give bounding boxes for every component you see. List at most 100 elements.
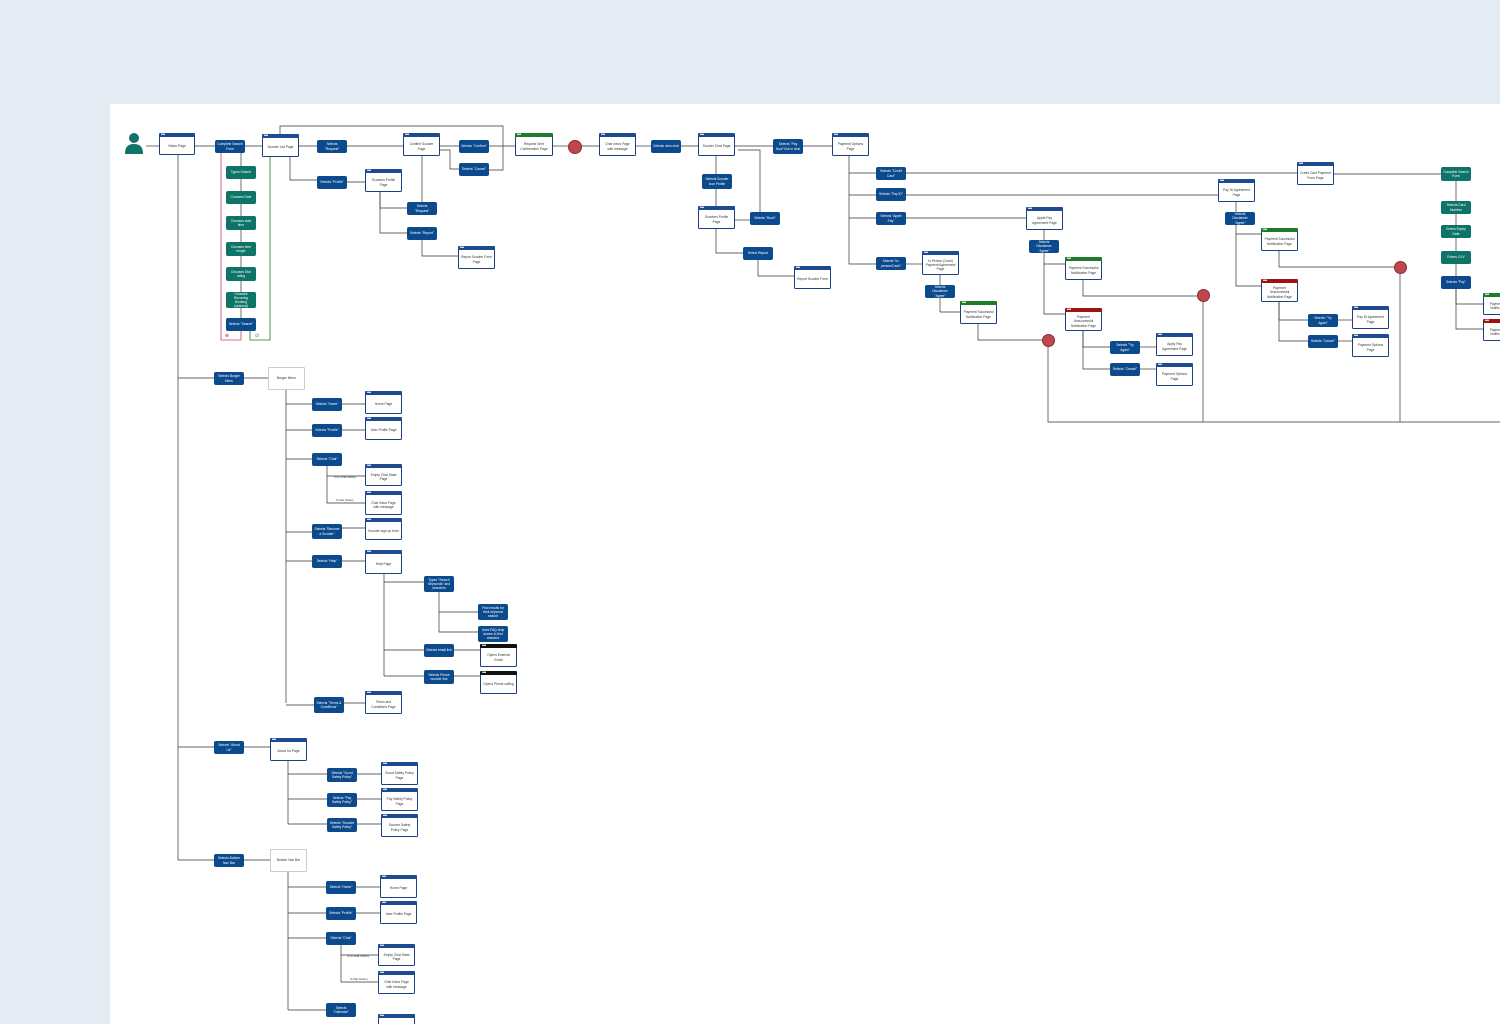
credit-card-payment-form-page[interactable]: Credit Card Payment Form Page — [1297, 161, 1334, 185]
bottom-selects-calendar[interactable]: Selects "Calendar" — [326, 1003, 356, 1017]
selects-try-again-2[interactable]: Selects "Try Again" — [1110, 341, 1140, 354]
payment-unsuccessful-page-3[interactable]: Payment Unsuccessful Notification Page — [1261, 278, 1298, 302]
selects-profile-button[interactable]: Selects "Profile" — [317, 176, 347, 189]
selects-request-button-2[interactable]: Selects "Request" — [407, 202, 437, 215]
enters-cvv[interactable]: Enters CVV — [1441, 251, 1471, 264]
report-scooter-form-page[interactable]: Report Scooter Form Page — [458, 245, 495, 269]
selects-card-number[interactable]: Selects Card Number — [1441, 201, 1471, 214]
enters-expiry-date[interactable]: Enters Expiry Date — [1441, 225, 1471, 238]
report-scooter-form[interactable]: Report Scooter Form — [794, 265, 831, 289]
selects-cancel-3[interactable]: Selects "Cancel" — [1308, 335, 1338, 348]
selects-confirm-button[interactable]: Selects "Confirm" — [459, 140, 489, 153]
burger-selects-profile[interactable]: Selects "Profile" — [312, 424, 342, 437]
about-us-page[interactable]: About Us Page — [270, 737, 307, 761]
burger-user-profile-page[interactable]: User Profile Page — [365, 416, 402, 440]
scooter-list-page[interactable]: Scooter List Page — [262, 133, 299, 157]
terms-and-conditions-page[interactable]: Terms and Conditions Page — [365, 690, 402, 714]
bottom-empty-chat-page[interactable]: Empty Chat State Page — [378, 943, 415, 966]
bottom-chat-inbox-page[interactable]: Chat Inbox Page with message — [378, 970, 415, 994]
burger-selects-chat[interactable]: Selects "Chat" — [312, 453, 342, 466]
payment-options-page[interactable]: Payment Options Page — [832, 132, 869, 156]
selects-request-button[interactable]: Selects "Request" — [317, 140, 347, 153]
complete-search-form-2[interactable]: Complete Search Form — [1441, 167, 1471, 181]
selects-pay-id[interactable]: Selects "Pay ID" — [876, 188, 906, 201]
pay-id-agreement-page[interactable]: Pay ID Agreement Page — [1218, 178, 1255, 202]
search-step-date[interactable]: Chooses Date — [226, 191, 256, 204]
scooter-safety-policy-page[interactable]: Scooter Safety Policy Page — [381, 813, 418, 837]
burger-selects-home[interactable]: Selects "Home" — [312, 398, 342, 411]
search-step-selects-search[interactable]: Selects "Search" — [226, 318, 256, 331]
selects-credit-card[interactable]: Selects "Credit Card" — [876, 167, 906, 180]
help-page[interactable]: Help Page — [365, 549, 402, 574]
selects-report-button[interactable]: Selects "Report" — [407, 227, 437, 240]
selects-about-us[interactable]: Selects "About Us" — [214, 741, 244, 754]
bottom-nav-bar-node[interactable]: Bottom Nav Bar — [270, 849, 307, 872]
selects-pay-now-link[interactable]: Selects "Pay Now" link in chat — [773, 139, 803, 154]
chat-scooters-profile-page[interactable]: Scooters Profile Page — [698, 205, 735, 229]
payment-successful-page-1[interactable]: Payment Successful Notification Page — [960, 300, 997, 324]
selects-cancel-2[interactable]: Selects "Cancel" — [1110, 363, 1140, 376]
burger-selects-help[interactable]: Selects "Help" — [312, 555, 342, 568]
selects-phone-number-link[interactable]: Selects Phone number link — [424, 670, 454, 684]
payment-unsuccessful-page-2[interactable]: Payment Unsuccessful Notification Page — [1065, 307, 1102, 331]
apple-pay-agreement-page-2[interactable]: Apply Pay Agreement Page — [1156, 332, 1193, 356]
burger-home-page[interactable]: Home Page — [365, 390, 402, 414]
search-step-suburb[interactable]: Types Suburb — [226, 166, 256, 179]
pay-id-agreement-page-2[interactable]: Pay ID Agreement Page — [1352, 305, 1389, 329]
in-person-agreement-page[interactable]: In Person (Cash) Payment Agreement Page — [922, 250, 959, 275]
selects-email-link[interactable]: Selects email link — [424, 644, 454, 657]
types-search-keywords[interactable]: Types "Search Keywords" and searches — [424, 576, 454, 592]
bottom-selects-home[interactable]: Selects "Home" — [326, 881, 356, 894]
payment-options-page-2[interactable]: Payment Options Page — [1156, 362, 1193, 386]
find-results-step[interactable]: Find results for their keyword search — [478, 604, 508, 620]
selects-try-again-3[interactable]: Selects "Try Again" — [1308, 314, 1338, 327]
payment-unsuccessful-page-edge[interactable]: Payme Notific — [1483, 318, 1500, 341]
selects-disclaimer-agree-2[interactable]: Selects Disclaimer "Agree" — [1029, 240, 1059, 253]
faq-dropdowns-step[interactable]: Uses FAQ drop downs to find answers — [478, 626, 508, 642]
burger-chat-inbox-page[interactable]: Chat Inbox Page with message — [365, 490, 402, 515]
complete-search-form-step[interactable]: Complete Search Form — [215, 140, 245, 153]
pay-safety-policy-page[interactable]: Pay Safety Policy Page — [381, 787, 418, 811]
apple-pay-agreement-page[interactable]: Apple Pay Agreement Page — [1026, 206, 1063, 230]
payment-successful-page-2[interactable]: Payment Successful Notification Page — [1065, 256, 1102, 280]
burger-menu-node[interactable]: Burger Menu — [268, 367, 305, 390]
opens-external-email[interactable]: Opens External Email — [480, 643, 517, 667]
bottom-calendar-page[interactable] — [378, 1013, 415, 1024]
burger-selects-terms[interactable]: Selects "Terms & Conditions" — [314, 697, 344, 713]
request-sent-confirmation-page[interactable]: Request Sent Confirmation Page — [515, 132, 553, 156]
selects-apple-pay[interactable]: Selects "Apple Pay" — [876, 212, 906, 225]
selects-scooter-icon-profile[interactable]: Selects Scooter Icon Profile — [702, 174, 732, 189]
selects-bottom-nav-bar[interactable]: Selects Bottom Nav Bar — [214, 854, 244, 867]
confirm-scooter-page[interactable]: Confirm Scooter Page — [403, 132, 440, 156]
bottom-selects-chat[interactable]: Selects "Chat" — [326, 932, 356, 945]
selects-disclaimer-agree-3[interactable]: Selects Disclaimer "Agree" — [1225, 212, 1255, 225]
payment-successful-page-3[interactable]: Payment Successful Notification Page — [1261, 227, 1298, 251]
chat-inbox-page[interactable]: Chat Inbox Page with message — [599, 132, 636, 156]
visitor-page[interactable]: Visitor Page — [159, 132, 195, 155]
select-report-button[interactable]: Select Report — [743, 247, 773, 260]
search-step-time-length[interactable]: Chooses time length — [226, 242, 256, 256]
scooters-profile-page[interactable]: Scooters Profile Page — [365, 168, 402, 192]
selects-pay-button[interactable]: Selects "Pay" — [1441, 276, 1471, 289]
selects-scoot-safety-policy[interactable]: Selects "Scoot Safety Policy" — [327, 768, 357, 782]
bottom-user-profile-page[interactable]: User Profile Page — [380, 900, 417, 924]
search-step-recurring[interactable]: Chooses Recurring Booking (optional) — [226, 292, 256, 308]
bottom-home-page[interactable]: Home Page — [380, 874, 417, 898]
burger-empty-chat-page[interactable]: Empty Chat State Page — [365, 463, 402, 486]
selects-view-chat-button[interactable]: Selects view chat — [651, 140, 681, 153]
bottom-selects-profile[interactable]: Selects "Profile" — [326, 907, 356, 920]
scooter-chat-page[interactable]: Scooter Chat Page — [698, 132, 735, 156]
payment-options-page-3[interactable]: Payment Options Page — [1352, 333, 1389, 357]
selects-cancel-button[interactable]: Selects "Cancel" — [459, 163, 489, 176]
selects-burger-menu[interactable]: Selects Burger Menu — [214, 372, 244, 385]
search-step-start-time[interactable]: Chooses start time — [226, 216, 256, 230]
search-step-star-rating[interactable]: Chooses Star rating — [226, 267, 256, 281]
scooter-sign-up-form[interactable]: Scooter sign up form — [365, 517, 402, 540]
payment-successful-page-edge[interactable]: Payme Notific — [1483, 292, 1500, 315]
burger-selects-become-scooter[interactable]: Selects "Become a Scooter" — [312, 524, 342, 539]
selects-pay-safety-policy[interactable]: Selects "Pay Safety Policy" — [327, 793, 357, 807]
selects-book-button[interactable]: Selects "Book" — [750, 212, 780, 225]
opens-phone-calling[interactable]: Opens Phone calling — [480, 670, 517, 694]
selects-scooter-safety-policy[interactable]: Selects "Scooter Safety Policy" — [327, 818, 357, 832]
scoot-safety-policy-page[interactable]: Scoot Safety Policy Page — [381, 761, 418, 785]
